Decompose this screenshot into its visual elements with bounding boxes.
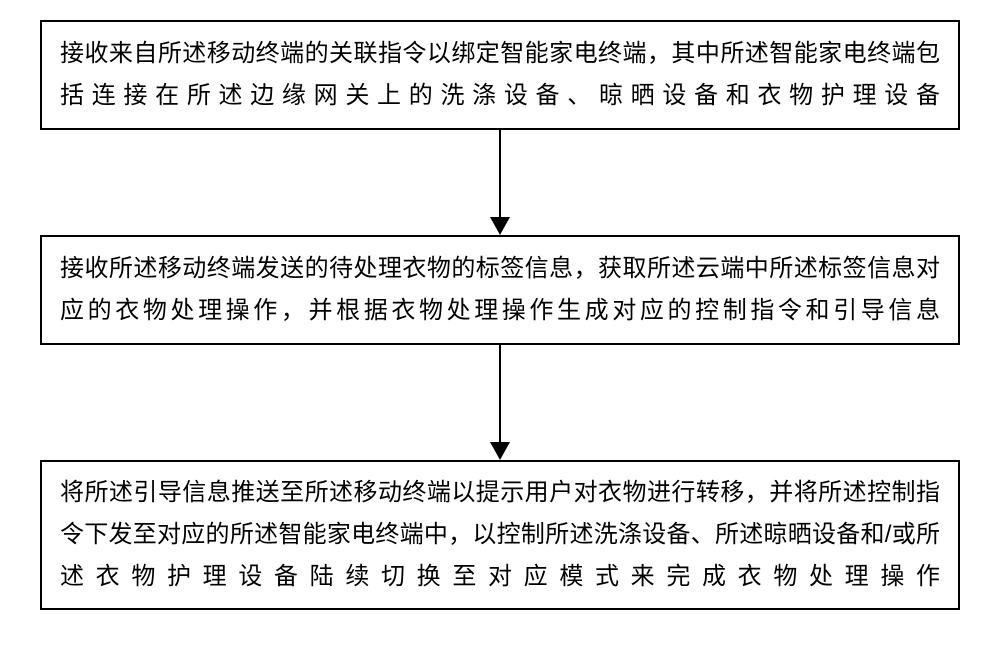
flow-node-step2: 接收所述移动终端发送的待处理衣物的标签信息，获取所述云端中所述标签信息对应的衣物… <box>40 235 960 345</box>
flow-edge-line <box>499 130 501 217</box>
flow-node-step3: 将所述引导信息推送至所述移动终端以提示用户对衣物进行转移，并将所述控制指令下发至… <box>40 460 960 610</box>
flowchart-canvas: 接收来自所述移动终端的关联指令以绑定智能家电终端，其中所述智能家电终端包括连接在… <box>0 0 1000 645</box>
flow-edge-head <box>490 217 510 235</box>
flow-node-text: 接收来自所述移动终端的关联指令以绑定智能家电终端，其中所述智能家电终端包括连接在… <box>60 33 940 117</box>
flow-edge-head <box>490 442 510 460</box>
flow-node-text: 接收所述移动终端发送的待处理衣物的标签信息，获取所述云端中所述标签信息对应的衣物… <box>60 248 940 332</box>
flow-node-step1: 接收来自所述移动终端的关联指令以绑定智能家电终端，其中所述智能家电终端包括连接在… <box>40 20 960 130</box>
flow-node-text: 将所述引导信息推送至所述移动终端以提示用户对衣物进行转移，并将所述控制指令下发至… <box>60 472 940 598</box>
flow-edge-line <box>499 345 501 442</box>
